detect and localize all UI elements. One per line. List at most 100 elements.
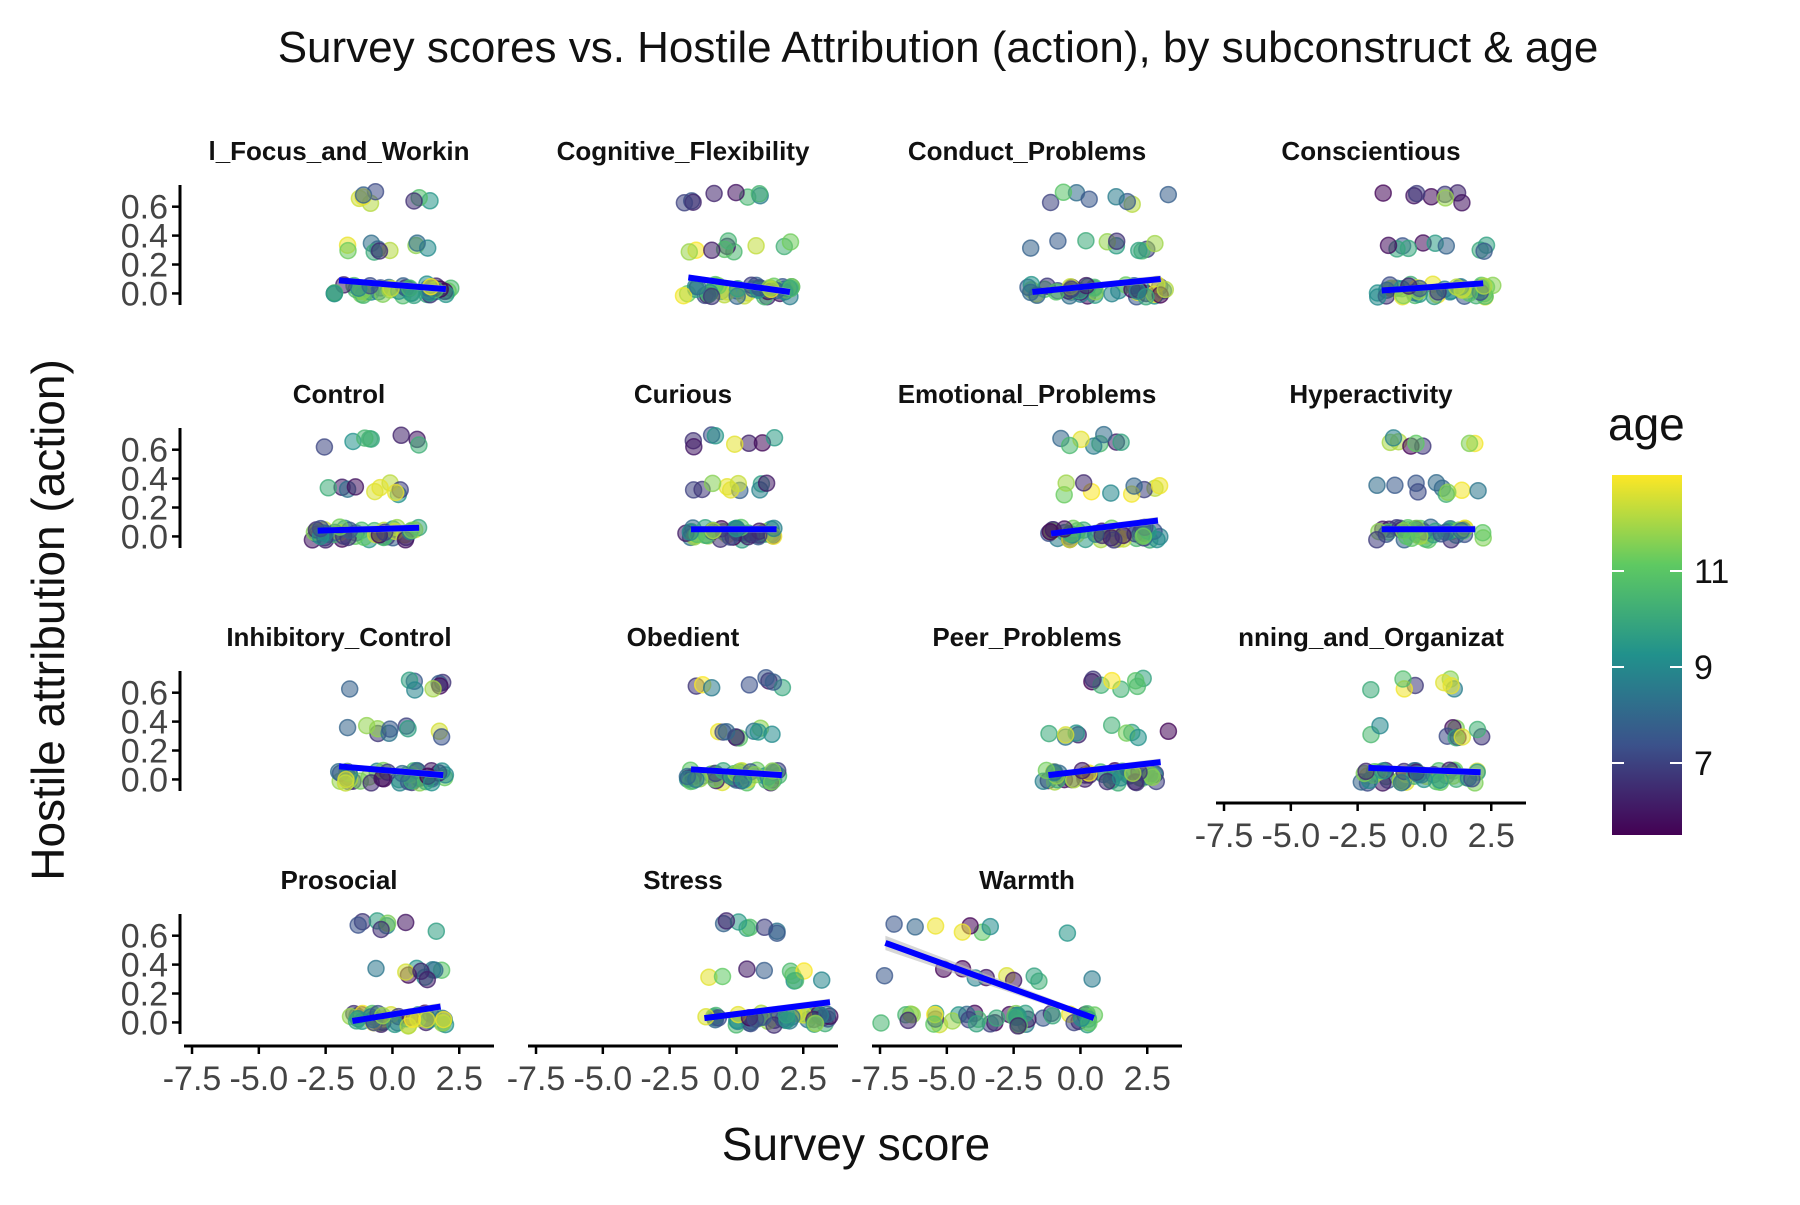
legend-tick-label: 7: [1694, 745, 1713, 783]
data-point: [1040, 724, 1058, 743]
data-point: [1056, 726, 1075, 744]
data-point: [1159, 185, 1178, 204]
facet-label: Curious: [634, 379, 732, 409]
data-point: [1041, 193, 1060, 212]
data-point: [727, 183, 745, 202]
data-point: [812, 971, 831, 989]
data-point: [678, 767, 697, 786]
data-point: [1021, 239, 1040, 257]
data-point: [1129, 728, 1147, 747]
data-point: [1386, 476, 1404, 495]
data-point: [750, 185, 769, 203]
data-point: [1427, 474, 1446, 492]
fit-line: [338, 277, 447, 293]
data-point: [1049, 232, 1067, 250]
data-point: [1475, 242, 1493, 260]
data-point: [1439, 483, 1457, 502]
data-point: [1103, 671, 1121, 690]
data-point: [981, 917, 1000, 936]
data-point: [713, 967, 732, 986]
data-point: [1084, 670, 1102, 689]
data-point: [1128, 677, 1147, 696]
facet-panel: Hyperactivity: [1289, 379, 1492, 549]
y-tick-label: 0.2: [121, 733, 168, 771]
facet-label: Hyperactivity: [1289, 379, 1453, 409]
data-point: [967, 1015, 986, 1033]
data-point: [354, 186, 373, 204]
facet-label: Stress: [643, 865, 723, 895]
fit-line: [884, 940, 1095, 1021]
data-point: [717, 912, 736, 930]
x-tick-label: -7.5: [507, 1060, 566, 1098]
facet-label: Conduct_Problems: [908, 136, 1146, 166]
data-point: [768, 924, 786, 942]
data-point: [1460, 434, 1479, 453]
x-tick-label: 2.5: [780, 1060, 827, 1098]
data-point: [925, 1015, 943, 1033]
data-point: [875, 966, 894, 985]
facet-panel: Emotional_Problems: [898, 379, 1169, 549]
facet-panel: Stress -7.5 -5.0 -2.5 0.0 2.5: [507, 865, 839, 1098]
x-tick-label: 2.5: [1468, 817, 1515, 855]
x-tick-label: 2.5: [436, 1060, 483, 1098]
data-point: [325, 284, 344, 303]
age-legend: age 7 9 11: [1608, 398, 1729, 835]
y-tick-label: 0.4: [121, 704, 168, 742]
facet-panel: nning_and_Organizat -7.5 -5.0 -2.5 0.0 2.5: [1195, 622, 1526, 855]
facet-label: Warmth: [979, 865, 1075, 895]
data-point: [899, 1011, 917, 1030]
data-point: [1431, 771, 1449, 789]
y-tick-label: 0.0: [121, 518, 168, 556]
data-point: [1473, 523, 1492, 542]
data-point: [1402, 529, 1421, 548]
x-tick-label: 0.0: [1057, 1060, 1104, 1098]
x-tick-label: -5.0: [230, 1060, 289, 1098]
data-point: [339, 241, 357, 260]
data-point: [1054, 183, 1073, 202]
data-point: [319, 479, 338, 497]
facet-label: Conscientious: [1281, 136, 1460, 166]
data-point: [1392, 773, 1411, 792]
y-tick-label: 0.6: [121, 189, 168, 227]
facet-label: Control: [293, 379, 385, 409]
data-point: [1394, 670, 1412, 688]
data-point: [1399, 239, 1418, 258]
facet-label: Peer_Problems: [932, 622, 1121, 652]
data-point: [680, 243, 699, 261]
facet-label: Emotional_Problems: [898, 379, 1157, 409]
data-point: [1095, 425, 1113, 444]
y-tick-label: 0.0: [121, 761, 168, 799]
data-point: [408, 234, 426, 252]
data-point: [336, 774, 355, 792]
fit-line: [351, 1003, 442, 1024]
scatter-points: [329, 671, 455, 792]
data-point: [702, 679, 721, 697]
y-tick-label: 0.6: [121, 675, 168, 713]
colorbar: [1612, 475, 1682, 835]
fit-line: [704, 999, 831, 1022]
data-point: [412, 962, 430, 981]
facet-panel: Cognitive_Flexibility: [557, 136, 810, 306]
x-tick-label: 0.0: [1401, 817, 1448, 855]
facet-label: nning_and_Organizat: [1238, 622, 1504, 652]
data-point: [427, 922, 446, 940]
data-point: [926, 917, 945, 935]
data-point: [1130, 241, 1148, 260]
data-point: [1102, 484, 1120, 502]
data-point: [356, 429, 374, 447]
fit-line: [687, 274, 791, 295]
data-point: [1442, 676, 1460, 695]
y-axis-title: Hostile attribution (action): [22, 359, 74, 881]
x-tick-label: -5.0: [918, 1060, 977, 1098]
data-point: [987, 1009, 1006, 1027]
x-tick-label: -2.5: [640, 1060, 699, 1098]
fit-line: [1032, 275, 1161, 295]
data-point: [1146, 234, 1164, 253]
facet-panel: Warmth -7.5 -5.0 -2.5 0.0 2.5: [851, 865, 1182, 1098]
data-point: [943, 1012, 962, 1030]
data-point: [1374, 184, 1392, 202]
data-point: [397, 963, 415, 981]
data-point: [1103, 284, 1121, 303]
